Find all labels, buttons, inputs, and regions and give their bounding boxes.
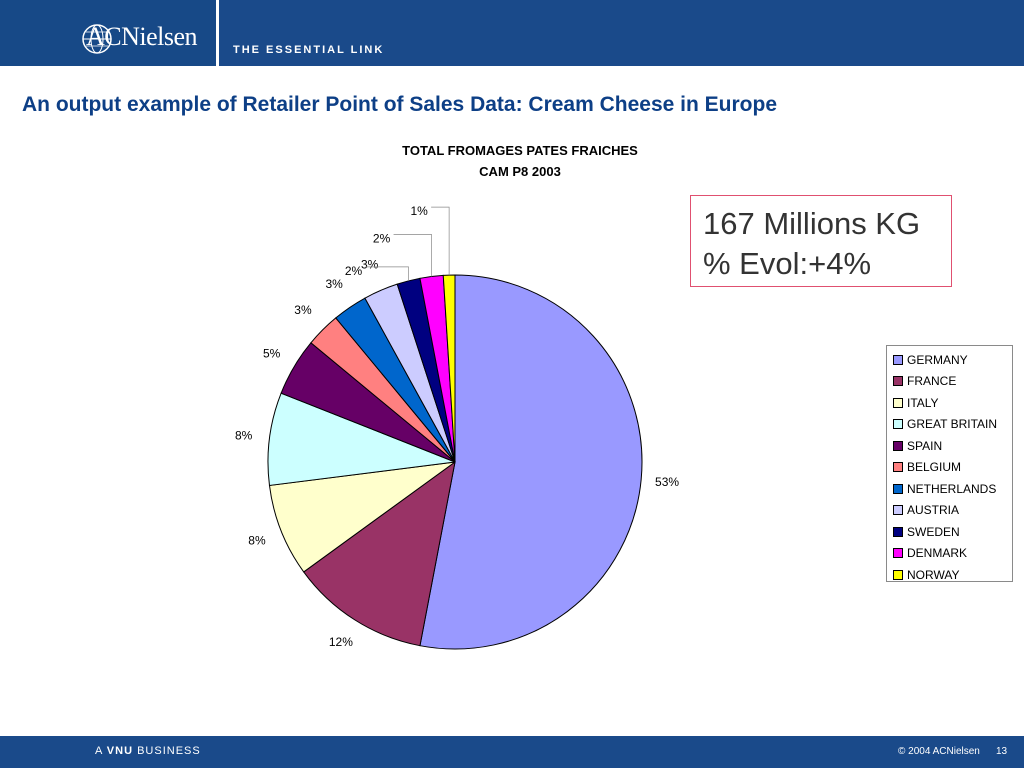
legend-label: NORWAY bbox=[907, 567, 960, 582]
slide-title: An output example of Retailer Point of S… bbox=[22, 93, 777, 116]
callout-box: 167 Millions KG % Evol:+4% bbox=[690, 195, 952, 287]
legend-item: AUSTRIA bbox=[887, 500, 1012, 522]
legend-item: SPAIN bbox=[887, 435, 1012, 457]
data-label: 3% bbox=[361, 258, 379, 272]
legend-swatch bbox=[893, 440, 903, 451]
callout-volume: 167 Millions KG bbox=[703, 206, 921, 241]
legend-item: FRANCE bbox=[887, 371, 1012, 393]
legend-swatch bbox=[893, 462, 903, 473]
chart-title: TOTAL FROMAGES PATES FRAICHES bbox=[402, 143, 638, 158]
chart-legend: GERMANY FRANCE ITALY GREAT BRITAIN SPAIN BELG… bbox=[886, 345, 1013, 582]
legend-item: NETHERLANDS bbox=[887, 478, 1012, 500]
tagline: THE ESSENTIAL LINK bbox=[233, 44, 385, 56]
legend-swatch bbox=[893, 376, 903, 387]
legend-item: GREAT BRITAIN bbox=[887, 414, 1012, 436]
legend-item: DENMARK bbox=[887, 543, 1012, 565]
leader-line bbox=[365, 266, 409, 281]
footer-bar: A VNU BUSINESS © 2004 ACNielsen 13 bbox=[0, 736, 1024, 768]
legend-item: BELGIUM bbox=[887, 457, 1012, 479]
legend-label: NETHERLANDS bbox=[907, 481, 997, 496]
data-label: 2% bbox=[373, 231, 391, 245]
legend-item: NORWAY bbox=[887, 564, 1012, 586]
legend-label: BELGIUM bbox=[907, 460, 962, 475]
footer-brand: A VNU BUSINESS bbox=[95, 745, 201, 757]
pie-slice-france bbox=[303, 460, 456, 647]
legend-swatch bbox=[893, 548, 903, 559]
logo-area: ACNielsen bbox=[0, 0, 219, 66]
footer-copyright: © 2004 ACNielsen bbox=[898, 746, 980, 757]
data-label: 5% bbox=[263, 347, 281, 361]
legend-label: DENMARK bbox=[907, 546, 968, 561]
chart-subtitle: CAM P8 2003 bbox=[479, 164, 561, 179]
data-label: 1% bbox=[410, 204, 428, 218]
legend-swatch bbox=[893, 397, 903, 408]
legend-label: AUSTRIA bbox=[907, 503, 960, 518]
callout-evolution: % Evol:+4% bbox=[703, 246, 872, 281]
legend-swatch bbox=[893, 483, 903, 494]
pie-slice-italy bbox=[268, 461, 456, 573]
legend-swatch bbox=[893, 354, 903, 365]
pie-slice-germany bbox=[419, 274, 643, 650]
data-label: 3% bbox=[294, 303, 312, 317]
legend-item: SWEDEN bbox=[887, 521, 1012, 543]
legend-item: GERMANY bbox=[887, 349, 1012, 371]
legend-label: FRANCE bbox=[907, 374, 957, 389]
legend-item: ITALY bbox=[887, 392, 1012, 414]
legend-label: GERMANY bbox=[907, 352, 968, 367]
legend-swatch bbox=[893, 569, 903, 580]
header-bar: ACNielsen THE ESSENTIAL LINK bbox=[0, 0, 1024, 66]
pie-slice-great-britain bbox=[267, 392, 456, 486]
logo-text: ACNielsen bbox=[86, 22, 198, 51]
data-label: 8% bbox=[248, 533, 266, 547]
data-label: 12% bbox=[329, 635, 353, 649]
globe-icon bbox=[82, 24, 112, 54]
legend-label: SPAIN bbox=[907, 438, 943, 453]
legend-swatch bbox=[893, 505, 903, 516]
data-label: 53% bbox=[655, 475, 679, 489]
data-label: 2% bbox=[345, 264, 363, 278]
legend-swatch bbox=[893, 419, 903, 430]
leader-line bbox=[431, 206, 450, 276]
leader-line bbox=[393, 234, 432, 277]
data-label: 8% bbox=[235, 428, 253, 442]
data-label: 3% bbox=[325, 277, 343, 291]
footer-page-number: 13 bbox=[996, 746, 1008, 757]
legend-label: GREAT BRITAIN bbox=[907, 417, 998, 432]
legend-label: ITALY bbox=[907, 395, 939, 410]
legend-swatch bbox=[893, 526, 903, 537]
legend-label: SWEDEN bbox=[907, 524, 960, 539]
